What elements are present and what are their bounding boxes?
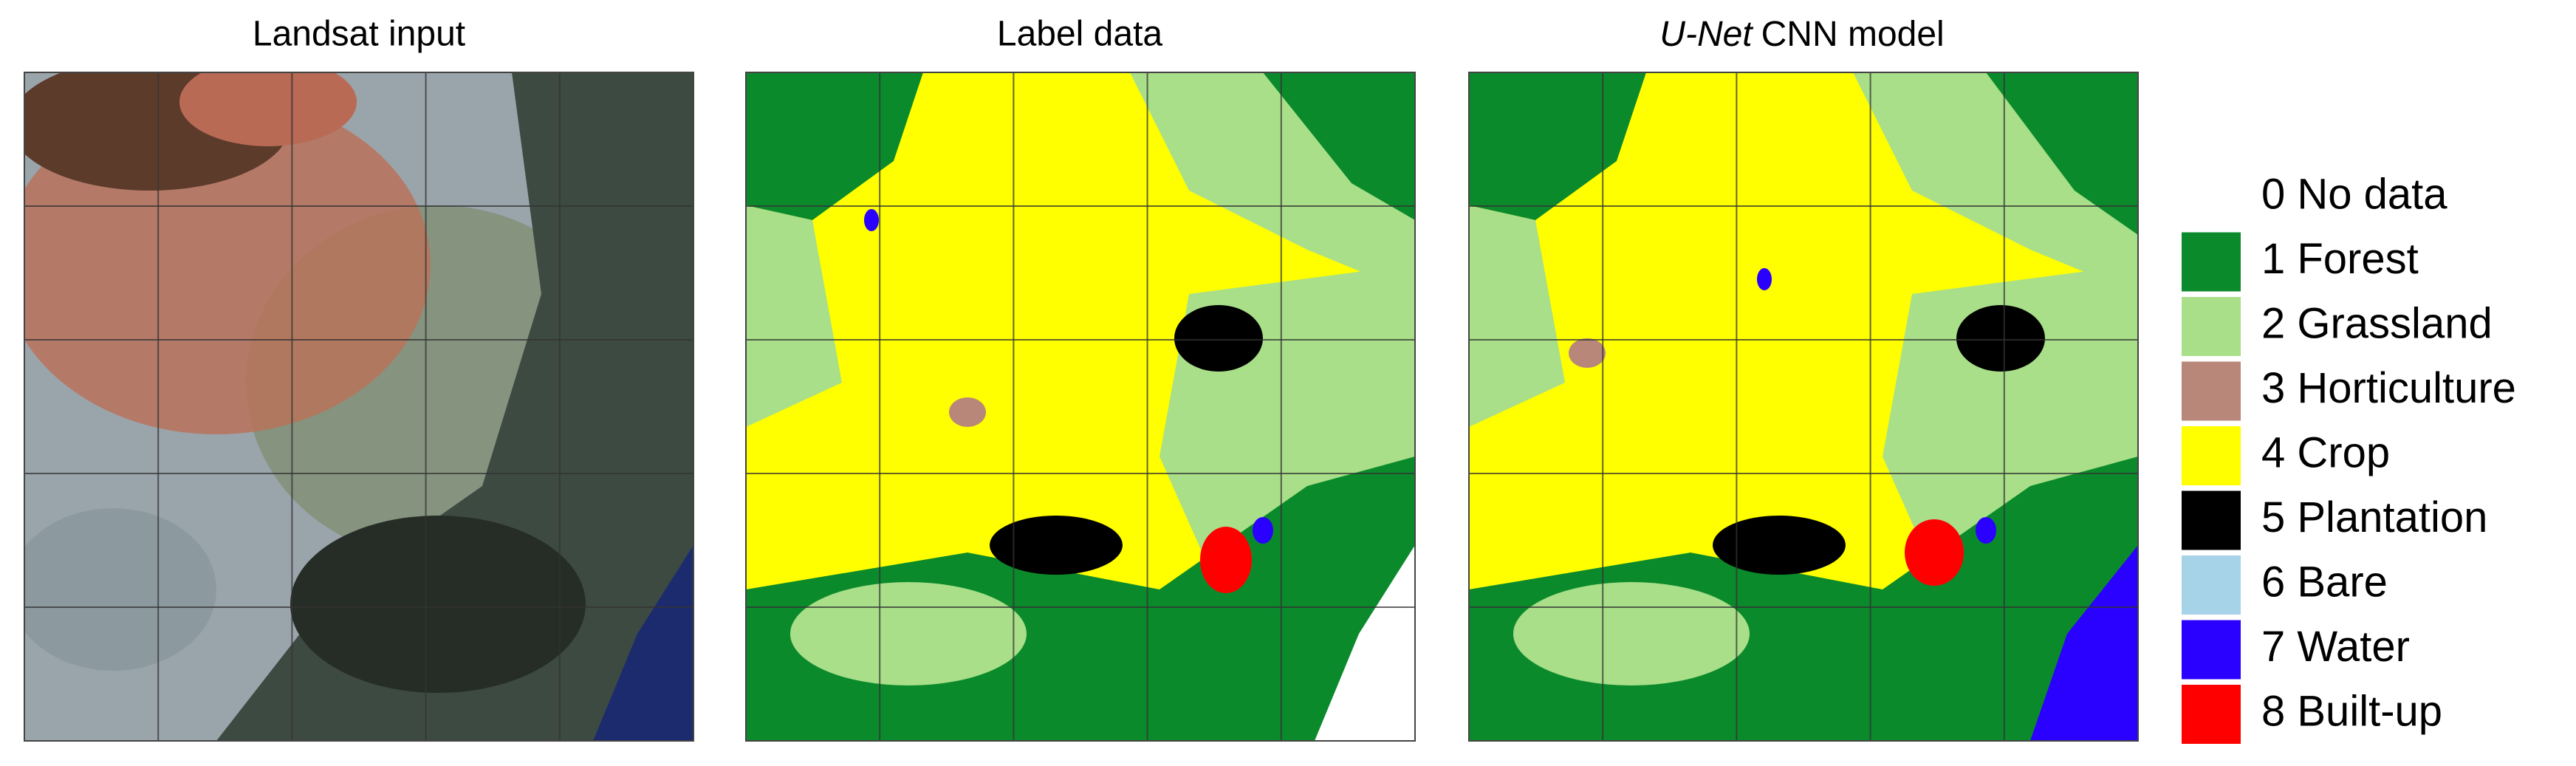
graticule	[24, 72, 2139, 742]
legend-label: 8 Built-up	[2261, 687, 2442, 735]
legend-label: 3 Horticulture	[2261, 364, 2516, 412]
unet-map	[1469, 72, 2138, 741]
legend-label: 6 Bare	[2261, 558, 2388, 606]
legend-swatch	[2182, 620, 2241, 680]
panel-title-italic: U-Net	[1659, 15, 1753, 54]
panel-frame	[1468, 72, 2139, 742]
legend: 0 No data 1 Forest 2 Grassland 3 Horticultu…	[2182, 168, 2516, 744]
panel-title: Landsat input	[253, 15, 465, 54]
legend-label: 2 Grassland	[2261, 299, 2493, 347]
legend-swatch	[2182, 297, 2241, 356]
legend-label: 0 No data	[2261, 170, 2447, 218]
panel-title-rest: CNN model	[1761, 15, 1945, 54]
legend-swatch	[2182, 685, 2241, 744]
landsat-map	[24, 72, 693, 741]
legend-label: 4 Crop	[2261, 428, 2390, 476]
legend-swatch	[2182, 426, 2241, 485]
panel-frame	[24, 72, 694, 742]
legend-label: 1 Forest	[2261, 235, 2419, 283]
legend-label: 5 Plantation	[2261, 493, 2487, 541]
legend-swatch	[2182, 361, 2241, 421]
panel-title: Label data	[997, 15, 1163, 54]
panel-title: U-Net CNN model	[1659, 15, 1944, 54]
legend-label: 7 Water	[2261, 623, 2410, 671]
label-map	[746, 72, 1415, 741]
legend-swatch	[2182, 232, 2241, 292]
legend-swatch	[2182, 168, 2241, 227]
legend-swatch	[2182, 555, 2241, 615]
panel-frame	[745, 72, 1416, 742]
legend-swatch	[2182, 490, 2241, 550]
